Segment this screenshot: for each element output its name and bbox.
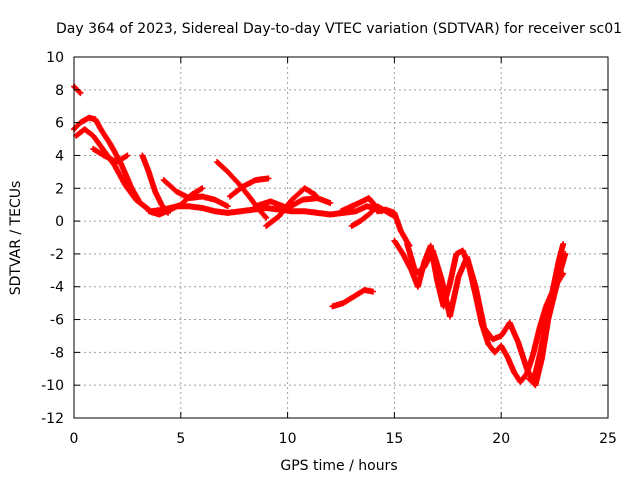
y-tick-label: -10 — [41, 378, 64, 394]
x-tick-label: 0 — [70, 431, 79, 447]
y-tick-label: 4 — [55, 148, 64, 164]
chart-title: Day 364 of 2023, Sidereal Day-to-day VTE… — [56, 21, 622, 37]
data-series-track-4 — [90, 145, 131, 165]
data-series-track-13 — [348, 203, 398, 229]
x-tick-label: 10 — [279, 431, 297, 447]
y-tick-label: -4 — [50, 280, 64, 296]
y-tick-label: -8 — [50, 345, 64, 361]
y-axis-label: SDTVAR / TECUs — [8, 181, 24, 296]
data-series-track-17 — [526, 250, 569, 389]
y-tick-label: -2 — [50, 247, 64, 263]
y-tick-label: -12 — [41, 411, 64, 427]
axis-ticks: 0 5 10 15 20 25 -12 -10 -8 -6 -4 -2 0 2 4 6 8 10 — [41, 50, 617, 447]
plot-frame — [73, 56, 609, 419]
x-tick-label: 15 — [385, 431, 403, 447]
x-axis-label: GPS time / hours — [280, 458, 397, 474]
data-series-track-11 — [263, 185, 319, 229]
x-tick-label: 5 — [176, 431, 185, 447]
data-series-track-14 — [329, 287, 376, 310]
y-tick-label: 8 — [55, 83, 64, 99]
y-tick-label: 0 — [55, 214, 64, 230]
data-series-track-9 — [226, 175, 272, 200]
y-tick-label: -6 — [50, 313, 64, 329]
data-series-track-7 — [160, 177, 231, 210]
y-tick-label: 6 — [55, 116, 64, 132]
y-tick-label: 2 — [55, 181, 64, 197]
x-tick-label: 25 — [599, 431, 617, 447]
data-series-track-5 — [139, 152, 171, 216]
y-tick-label: 10 — [46, 50, 64, 66]
x-tick-label: 20 — [492, 431, 510, 447]
